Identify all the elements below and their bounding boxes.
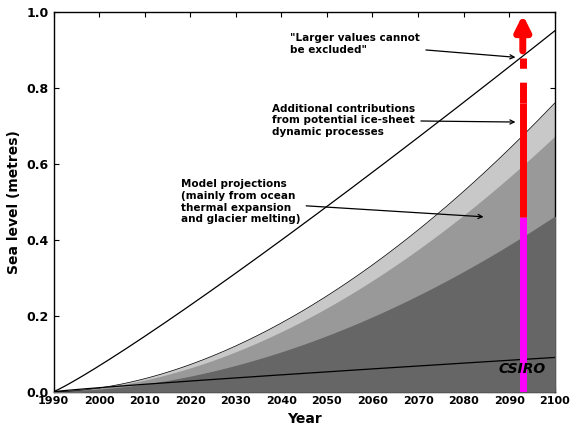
Y-axis label: Sea level (metres): Sea level (metres) [7, 130, 21, 274]
Text: Model projections
(mainly from ocean
thermal expansion
and glacier melting): Model projections (mainly from ocean the… [181, 179, 482, 224]
Text: Additional contributions
from potential ice-sheet
dynamic processes: Additional contributions from potential … [272, 103, 514, 137]
Text: CSIRO: CSIRO [499, 362, 546, 376]
X-axis label: Year: Year [287, 412, 321, 426]
Text: "Larger values cannot
be excluded": "Larger values cannot be excluded" [290, 33, 514, 59]
